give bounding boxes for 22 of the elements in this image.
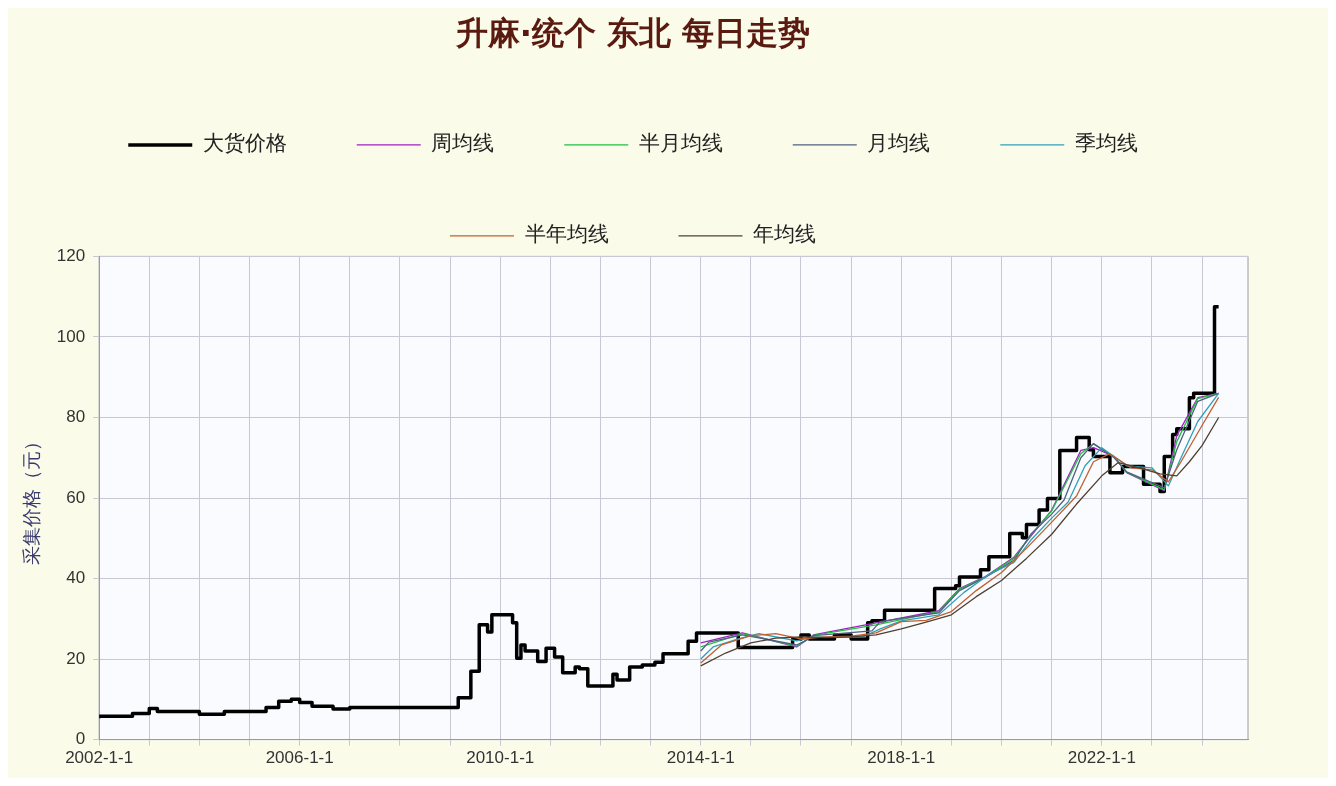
y-tick-label: 80 xyxy=(66,407,86,427)
legend-label: 半年均线 xyxy=(524,222,609,247)
y-tick-label: 100 xyxy=(56,326,86,346)
x-tick-label: 2002-1-1 xyxy=(65,748,134,768)
legend-label: 月均线 xyxy=(867,131,931,156)
x-tick-label: 2014-1-1 xyxy=(666,748,735,768)
y-tick-label: 60 xyxy=(66,487,86,507)
legend-label: 大货价格 xyxy=(202,131,287,156)
x-tick-label: 2022-1-1 xyxy=(1067,748,1136,768)
legend-label: 半月均线 xyxy=(638,131,723,156)
legend-label: 周均线 xyxy=(431,131,495,156)
x-tick-label: 2006-1-1 xyxy=(265,748,334,768)
y-tick-label: 40 xyxy=(66,568,86,588)
y-tick-label: 20 xyxy=(66,648,86,668)
y-tick-label: 120 xyxy=(56,246,86,266)
x-tick-label: 2010-1-1 xyxy=(466,748,535,768)
x-tick-label: 2018-1-1 xyxy=(867,748,936,768)
y-tick-label: 0 xyxy=(75,729,86,749)
legend-label: 季均线 xyxy=(1074,131,1138,156)
chart-title: 升麻·统个 东北 每日走势 xyxy=(454,13,811,52)
y-axis-title: 采集价格（元） xyxy=(20,431,43,565)
legend-label: 年均线 xyxy=(753,222,816,247)
